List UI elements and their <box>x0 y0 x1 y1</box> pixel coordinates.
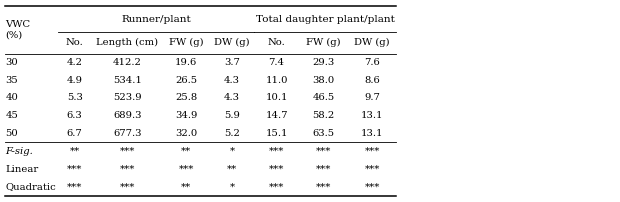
Text: 46.5: 46.5 <box>312 94 335 102</box>
Text: *: * <box>229 147 234 156</box>
Text: 523.9: 523.9 <box>113 94 142 102</box>
Text: VWC
(%): VWC (%) <box>6 20 31 40</box>
Text: 25.8: 25.8 <box>175 94 197 102</box>
Text: 7.4: 7.4 <box>268 58 285 67</box>
Text: **: ** <box>227 165 237 174</box>
Text: Linear: Linear <box>6 165 39 174</box>
Text: 4.9: 4.9 <box>67 76 82 85</box>
Text: ***: *** <box>269 165 284 174</box>
Text: 6.3: 6.3 <box>67 111 82 120</box>
Text: FW (g): FW (g) <box>306 38 341 47</box>
Text: ***: *** <box>316 147 331 156</box>
Text: Total daughter plant/plant: Total daughter plant/plant <box>256 15 394 24</box>
Text: 10.1: 10.1 <box>265 94 288 102</box>
Text: 8.6: 8.6 <box>365 76 380 85</box>
Text: ***: *** <box>269 147 284 156</box>
Text: **: ** <box>181 182 192 191</box>
Text: 35: 35 <box>6 76 19 85</box>
Text: ***: *** <box>120 182 135 191</box>
Text: 5.2: 5.2 <box>224 129 240 138</box>
Text: 4.3: 4.3 <box>224 94 240 102</box>
Text: ***: *** <box>67 165 82 174</box>
Text: 9.7: 9.7 <box>365 94 380 102</box>
Text: 4.2: 4.2 <box>67 58 82 67</box>
Text: ***: *** <box>120 165 135 174</box>
Text: 534.1: 534.1 <box>113 76 142 85</box>
Text: FW (g): FW (g) <box>169 38 203 47</box>
Text: ***: *** <box>365 182 380 191</box>
Text: 34.9: 34.9 <box>175 111 198 120</box>
Text: ***: *** <box>269 182 284 191</box>
Text: 14.7: 14.7 <box>265 111 288 120</box>
Text: ***: *** <box>316 165 331 174</box>
Text: Runner/plant: Runner/plant <box>121 15 191 24</box>
Text: 4.3: 4.3 <box>224 76 240 85</box>
Text: 63.5: 63.5 <box>312 129 335 138</box>
Text: 3.7: 3.7 <box>224 58 240 67</box>
Text: ***: *** <box>67 182 82 191</box>
Text: 5.3: 5.3 <box>67 94 82 102</box>
Text: 689.3: 689.3 <box>113 111 141 120</box>
Text: 58.2: 58.2 <box>312 111 335 120</box>
Text: 50: 50 <box>6 129 19 138</box>
Text: 412.2: 412.2 <box>113 58 142 67</box>
Text: 19.6: 19.6 <box>175 58 197 67</box>
Text: 45: 45 <box>6 111 19 120</box>
Text: ***: *** <box>365 147 380 156</box>
Text: 11.0: 11.0 <box>265 76 288 85</box>
Text: ***: *** <box>365 165 380 174</box>
Text: DW (g): DW (g) <box>214 38 250 47</box>
Text: **: ** <box>69 147 80 156</box>
Text: ***: *** <box>120 147 135 156</box>
Text: DW (g): DW (g) <box>355 38 390 47</box>
Text: 5.9: 5.9 <box>224 111 240 120</box>
Text: 13.1: 13.1 <box>361 111 384 120</box>
Text: ***: *** <box>179 165 194 174</box>
Text: 40: 40 <box>6 94 19 102</box>
Text: No.: No. <box>268 38 285 47</box>
Text: 26.5: 26.5 <box>175 76 197 85</box>
Text: **: ** <box>181 147 192 156</box>
Text: 6.7: 6.7 <box>67 129 82 138</box>
Text: No.: No. <box>66 38 84 47</box>
Text: Length (cm): Length (cm) <box>96 38 159 47</box>
Text: 15.1: 15.1 <box>265 129 288 138</box>
Text: 32.0: 32.0 <box>175 129 197 138</box>
Text: 7.6: 7.6 <box>365 58 380 67</box>
Text: 38.0: 38.0 <box>312 76 335 85</box>
Text: ***: *** <box>316 182 331 191</box>
Text: F-sig.: F-sig. <box>6 147 33 156</box>
Text: *: * <box>229 182 234 191</box>
Text: 29.3: 29.3 <box>312 58 335 67</box>
Text: 13.1: 13.1 <box>361 129 384 138</box>
Text: 677.3: 677.3 <box>113 129 141 138</box>
Text: Quadratic: Quadratic <box>6 182 56 191</box>
Text: 30: 30 <box>6 58 19 67</box>
